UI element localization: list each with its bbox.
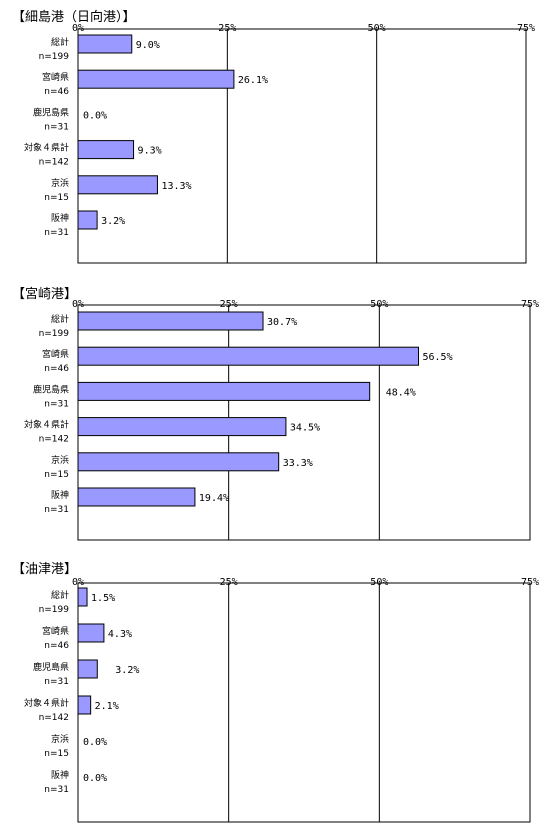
plot-area [77,28,527,264]
category-label: 宮崎県 [42,625,69,637]
x-tick-label: 50% [370,299,388,310]
x-tick-label: 0% [72,577,84,588]
data-label: 9.3% [138,146,162,157]
data-label: 13.3% [161,181,191,192]
category-n-label: n=31 [44,122,69,132]
category-label: 京浜 [51,177,69,189]
category-n-label: n=142 [39,435,69,445]
category-label: 鹿児島県 [33,106,69,118]
category-n-label: n=199 [39,329,70,339]
category-label: 宮崎県 [42,348,69,360]
x-tick-label: 75% [517,23,535,34]
chart-title: 【細島港（日向港）】 [12,10,136,25]
x-tick-label: 50% [370,577,388,588]
category-n-label: n=31 [44,785,69,795]
chart-panel-miyazaki: 【宮崎港】 0% 25% 50% 75% 総計 n=199 30.7% 宮崎県 n=46 56.5… [0,283,556,541]
x-tick-label: 75% [521,299,539,310]
data-label: 48.4% [386,387,416,398]
x-tick-label: 0% [72,23,84,34]
data-label: 3.2% [101,216,125,227]
category-label: 総計 [51,313,69,325]
category-n-label: n=31 [44,505,69,515]
x-tick-label: 25% [218,23,236,34]
data-label: 2.1% [95,701,119,712]
data-label: 26.1% [238,75,268,86]
category-label: 京浜 [51,454,69,466]
bar [77,587,88,607]
bar-chart-hososhima: 0% 25% 50% 75% 総計 n=199 9.0% 宮崎県 n=46 26.1% 鹿児島県 n=… [24,23,535,264]
category-n-label: n=142 [39,713,69,723]
category-label: 京浜 [51,733,69,745]
data-label: 0.0% [83,773,107,784]
data-label: 0.0% [83,737,107,748]
chart-panel-hososhima: 【細島港（日向港）】 0% 25% 50% 75% 総計 n=199 9.0% 宮崎県 n=46… [0,6,556,264]
category-label: 阪神 [51,489,69,501]
bar [77,381,371,401]
category-n-label: n=31 [44,228,69,238]
category-label: 総計 [51,36,69,48]
category-n-label: n=46 [44,364,69,374]
data-label: 33.3% [283,458,313,469]
category-label: 鹿児島県 [33,661,69,673]
category-n-label: n=15 [44,470,69,480]
category-n-label: n=31 [44,399,69,409]
category-n-label: n=199 [39,605,70,615]
plot-area [77,582,531,823]
chart-title: 【宮崎港】 [12,287,78,302]
category-n-label: n=15 [44,749,69,759]
bar [77,140,135,160]
bar [77,311,264,331]
category-label: 総計 [51,589,69,601]
bar [77,346,420,366]
data-label: 1.5% [91,593,115,604]
category-label: 対象４県計 [24,419,69,431]
category-n-label: n=15 [44,193,69,203]
data-label: 0.0% [83,110,107,121]
bar [77,175,158,195]
chart-title: 【油津港】 [12,562,78,577]
x-tick-label: 75% [521,577,539,588]
category-n-label: n=46 [44,641,69,651]
data-label: 30.7% [267,317,297,328]
category-n-label: n=142 [39,158,69,168]
data-label: 56.5% [423,352,453,363]
data-label: 34.5% [290,423,320,434]
bar [77,695,92,715]
category-n-label: n=46 [44,87,69,97]
data-label: 3.2% [115,665,139,676]
category-label: 阪神 [51,212,69,224]
data-label: 19.4% [199,493,229,504]
bar [77,210,98,230]
bar [77,487,196,507]
bar-chart-aburatsu: 0% 25% 50% 75% 総計 n=199 1.5% 宮崎県 n=46 4.3% 鹿児島県 n=3… [24,577,539,823]
bar [77,34,133,54]
category-label: 鹿児島県 [33,383,69,395]
bar [77,69,235,89]
bar [77,659,98,679]
category-label: 対象４県計 [24,697,69,709]
x-tick-label: 50% [368,23,386,34]
bar [77,623,105,643]
x-tick-label: 25% [220,299,238,310]
data-label: 4.3% [108,629,132,640]
category-n-label: n=199 [39,52,70,62]
category-label: 対象４県計 [24,142,69,154]
x-tick-label: 0% [72,299,84,310]
chart-panel-aburatsu: 【油津港】 0% 25% 50% 75% 総計 n=199 1.5% 宮崎県 n=46 4.3% 鹿… [0,558,556,823]
bar [77,417,287,437]
x-tick-label: 25% [220,577,238,588]
category-label: 阪神 [51,769,69,781]
bar-chart-miyazaki: 0% 25% 50% 75% 総計 n=199 30.7% 宮崎県 n=46 56.5% 鹿児島県 n… [24,299,539,541]
category-n-label: n=31 [44,677,69,687]
data-label: 9.0% [136,40,160,51]
category-label: 宮崎県 [42,71,69,83]
bar [77,452,280,472]
